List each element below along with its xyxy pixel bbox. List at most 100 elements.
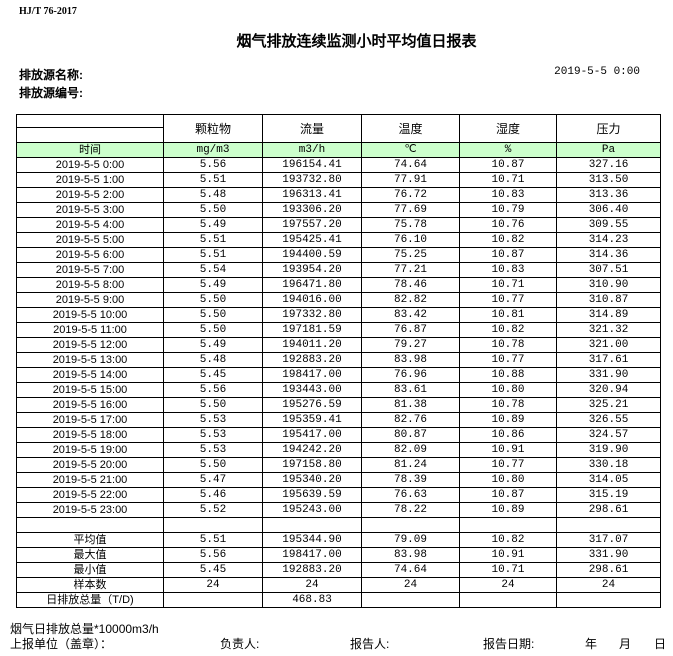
data-row-cell: 314.05 [556,472,661,488]
data-row-cell: 5.54 [163,262,263,278]
data-row-cell: 5.50 [163,202,263,218]
data-row-cell: 326.55 [556,412,661,428]
data-row: 2019-5-5 11:00 5.50 197181.59 76.87 10.82 321… [16,322,661,338]
summary-row-cell: 468.83 [262,592,362,608]
data-row-cell: 10.78 [459,337,557,353]
units-row-cell: Pa [556,142,661,158]
footer-note: 烟气日排放总量*10000m3/h [10,622,159,636]
data-row-cell: 195276.59 [262,397,362,413]
data-row-cell: 10.79 [459,202,557,218]
data-row-cell: 10.78 [459,397,557,413]
summary-row-cell: 198417.00 [262,547,362,563]
data-row-cell: 83.42 [361,307,460,323]
summary-row-cell: 10.91 [459,547,557,563]
data-row-cell: 5.46 [163,487,263,503]
data-row: 2019-5-5 15:00 5.56 193443.00 83.61 10.80 320… [16,382,661,398]
data-row-cell: 81.38 [361,397,460,413]
summary-row-cell: 331.90 [556,547,661,563]
data-row: 2019-5-5 13:00 5.48 192883.20 83.98 10.77 317… [16,352,661,368]
summary-row: 最大值 5.56 198417.00 83.98 10.91 331.90 [16,547,661,563]
data-row-cell: 298.61 [556,502,661,518]
data-row-cell: 10.80 [459,382,557,398]
data-row-cell: 2019-5-5 23:00 [16,502,164,518]
reporting-unit-label: 上报单位（盖章）： [10,637,113,651]
data-row-cell: 194016.00 [262,292,362,308]
data-row-cell: 5.48 [163,352,263,368]
data-row-cell: 10.76 [459,217,557,233]
data-row-cell: 2019-5-5 19:00 [16,442,164,458]
data-row-cell: 315.19 [556,487,661,503]
summary-row-cell [459,592,557,608]
data-row-cell: 10.81 [459,307,557,323]
data-row: 2019-5-5 22:00 5.46 195639.59 76.63 10.87 315… [16,487,661,503]
data-row: 2019-5-5 8:00 5.49 196471.80 78.46 10.71 310.… [16,277,661,293]
data-row-cell: 82.09 [361,442,460,458]
year-label: 年 [585,637,598,651]
data-row-cell: 10.77 [459,457,557,473]
data-row-cell: 2019-5-5 4:00 [16,217,164,233]
summary-row-cell: 24 [556,577,661,593]
header-row-cell: 流量 [262,114,362,143]
data-row-cell: 10.86 [459,427,557,443]
summary-row-cell: 10.71 [459,562,557,578]
data-row-cell: 2019-5-5 10:00 [16,307,164,323]
data-row-cell: 5.56 [163,157,263,173]
data-row-cell: 2019-5-5 9:00 [16,292,164,308]
data-row-cell: 2019-5-5 17:00 [16,412,164,428]
data-row-cell: 2019-5-5 21:00 [16,472,164,488]
data-row-cell: 306.40 [556,202,661,218]
data-row-cell: 2019-5-5 0:00 [16,157,164,173]
data-row-cell: 195425.41 [262,232,362,248]
data-row: 2019-5-5 2:00 5.48 196313.41 76.72 10.83 313.… [16,187,661,203]
data-row: 2019-5-5 21:00 5.47 195340.20 78.39 10.80 314… [16,472,661,488]
data-row-cell: 195639.59 [262,487,362,503]
standard-code: HJ/T 76-2017 [19,6,77,17]
data-row-cell: 75.25 [361,247,460,263]
data-row-cell: 197181.59 [262,322,362,338]
data-row: 2019-5-5 14:00 5.45 198417.00 76.96 10.88 331… [16,367,661,383]
data-row-cell: 10.82 [459,322,557,338]
data-row-cell: 2019-5-5 18:00 [16,427,164,443]
data-row-cell: 80.87 [361,427,460,443]
summary-row-cell: 5.51 [163,532,263,548]
blank-row-cell [163,517,263,533]
units-row-cell: mg/m3 [163,142,263,158]
data-row: 2019-5-5 0:00 5.56 196154.41 74.64 10.87 327.… [16,157,661,173]
data-row-cell: 77.91 [361,172,460,188]
data-row-cell: 193306.20 [262,202,362,218]
data-row: 2019-5-5 16:00 5.50 195276.59 81.38 10.78 325… [16,397,661,413]
data-row-cell: 196154.41 [262,157,362,173]
data-row-cell: 77.21 [361,262,460,278]
data-row-cell: 193732.80 [262,172,362,188]
summary-row-cell: 24 [459,577,557,593]
data-row-cell: 10.88 [459,367,557,383]
data-row-cell: 319.90 [556,442,661,458]
data-row-cell: 310.90 [556,277,661,293]
report-datetime: 2019-5-5 0:00 [554,66,640,78]
data-row: 2019-5-5 6:00 5.51 194400.59 75.25 10.87 314.… [16,247,661,263]
data-row-cell: 78.39 [361,472,460,488]
data-row: 2019-5-5 23:00 5.52 195243.00 78.22 10.89 298… [16,502,661,518]
data-row-cell: 195243.00 [262,502,362,518]
summary-row-cell: 5.56 [163,547,263,563]
units-row: 时间 mg/m3 m3/h ℃% Pa [16,142,661,158]
data-row-cell: 327.16 [556,157,661,173]
summary-row-cell [163,592,263,608]
data-row-cell: 81.24 [361,457,460,473]
data-row-cell: 2019-5-5 2:00 [16,187,164,203]
data-row-cell: 5.49 [163,277,263,293]
data-row-cell: 314.23 [556,232,661,248]
data-row-cell: 83.98 [361,352,460,368]
data-row-cell: 2019-5-5 13:00 [16,352,164,368]
data-row-cell: 10.87 [459,157,557,173]
summary-row: 最小值 5.45 192883.20 74.64 10.71 298.61 [16,562,661,578]
data-row-cell: 76.87 [361,322,460,338]
data-row-cell: 10.71 [459,277,557,293]
blank-row [16,517,661,533]
reporter-label: 报告人: [350,637,390,651]
data-row: 2019-5-5 19:00 5.53 194242.20 82.09 10.91 319… [16,442,661,458]
responsible-label: 负责人: [220,637,260,651]
data-row-cell: 5.50 [163,292,263,308]
data-row-cell: 192883.20 [262,352,362,368]
data-row-cell: 5.52 [163,502,263,518]
